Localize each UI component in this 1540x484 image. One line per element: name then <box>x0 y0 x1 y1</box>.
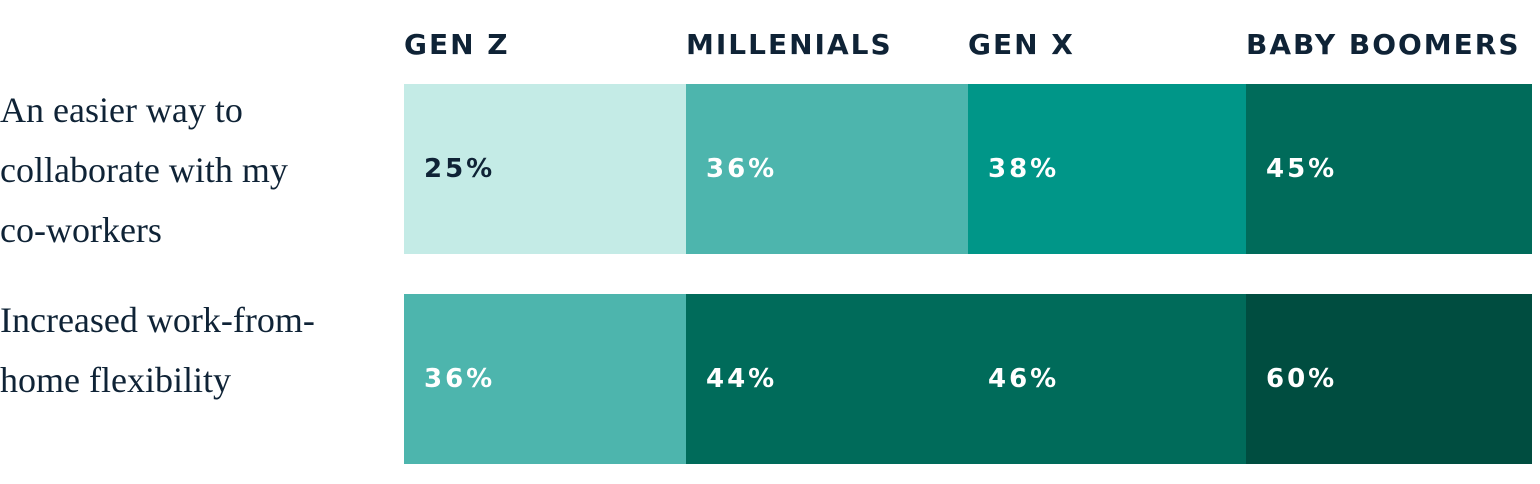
value-label: 36% <box>424 364 496 394</box>
column-header: BABY BOOMERS <box>1246 28 1521 61</box>
value-label: 38% <box>988 154 1060 184</box>
cell: 44% <box>686 294 968 464</box>
cell: 25% <box>404 84 686 254</box>
cell: 45% <box>1246 84 1532 254</box>
value-label: 46% <box>988 364 1060 394</box>
cell: 38% <box>968 84 1246 254</box>
cell: 36% <box>686 84 968 254</box>
row-label: An easier way to collaborate with my co-… <box>0 90 288 250</box>
column-header: MILLENIALS <box>686 28 893 61</box>
column-header: GEN Z <box>404 28 510 61</box>
value-label: 36% <box>706 154 778 184</box>
cell: 36% <box>404 294 686 464</box>
value-label: 25% <box>424 154 496 184</box>
column-header: GEN X <box>968 28 1075 61</box>
cell: 60% <box>1246 294 1532 464</box>
value-label: 60% <box>1266 364 1338 394</box>
value-label: 44% <box>706 364 778 394</box>
cell: 46% <box>968 294 1246 464</box>
value-label: 45% <box>1266 154 1338 184</box>
row-label: Increased work-from-home flexibility <box>0 300 315 400</box>
